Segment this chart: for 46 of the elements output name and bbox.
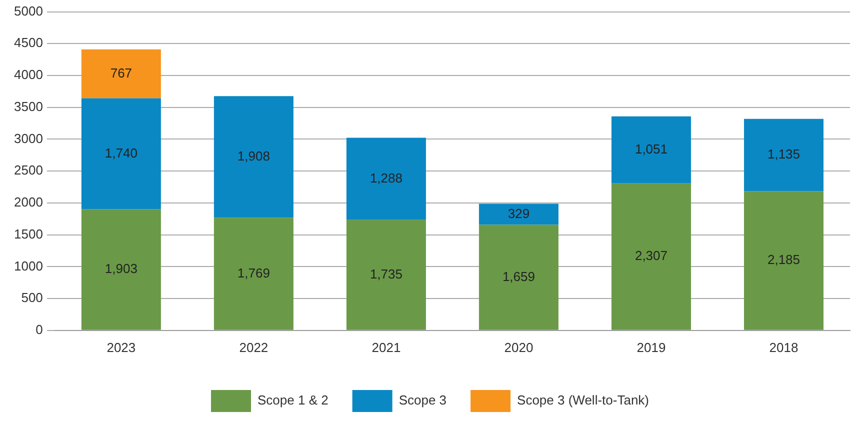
x-tick-label: 2022 — [239, 340, 268, 355]
y-tick-label: 3500 — [14, 98, 43, 114]
data-label: 1,908 — [237, 148, 270, 164]
data-label: 1,051 — [634, 141, 668, 156]
data-label: 1,735 — [370, 266, 402, 282]
data-label: 1,903 — [104, 261, 138, 276]
data-label: 329 — [508, 206, 530, 221]
y-tick-label: 2000 — [14, 194, 43, 210]
bar — [81, 98, 161, 210]
y-tick-label: 1500 — [14, 226, 43, 242]
bar — [478, 204, 558, 225]
y-tick-label: 4000 — [14, 67, 43, 82]
legend-label: Scope 3 (Well-to-Tank) — [517, 392, 650, 408]
y-tick-label: 2500 — [14, 162, 43, 178]
data-label: 1,659 — [502, 268, 535, 284]
legend-label: Scope 3 — [398, 392, 447, 408]
x-tick-label: 2021 — [372, 340, 401, 355]
bar — [81, 49, 161, 98]
y-tick-label: 4500 — [14, 35, 43, 50]
bar — [478, 224, 558, 330]
x-tick-label: 2023 — [106, 340, 136, 355]
data-label: 2,185 — [767, 252, 800, 268]
y-tick-label: 5000 — [14, 3, 43, 18]
bar — [346, 220, 426, 330]
data-label: 1,769 — [237, 265, 270, 280]
data-label: 2,307 — [634, 248, 668, 264]
bar — [214, 218, 294, 330]
data-label: 1,135 — [767, 146, 800, 162]
bar — [744, 118, 824, 192]
bar — [346, 138, 426, 220]
data-label: 1,288 — [370, 170, 402, 186]
y-tick-label: 0 — [36, 322, 43, 337]
bar — [214, 96, 294, 218]
bar — [611, 116, 691, 184]
y-tick-label: 1000 — [14, 258, 43, 274]
bar — [744, 191, 824, 330]
y-tick-label: 3000 — [14, 130, 43, 146]
y-tick-label: 500 — [21, 290, 43, 306]
bar — [81, 209, 161, 330]
x-tick-label: 2019 — [636, 340, 666, 355]
x-tick-label: 2020 — [504, 340, 534, 355]
legend-label: Scope 1 & 2 — [258, 392, 328, 408]
bar — [611, 183, 691, 330]
data-label: 1,740 — [104, 145, 138, 160]
x-tick-label: 2018 — [769, 340, 798, 355]
data-label: 767 — [110, 65, 132, 80]
